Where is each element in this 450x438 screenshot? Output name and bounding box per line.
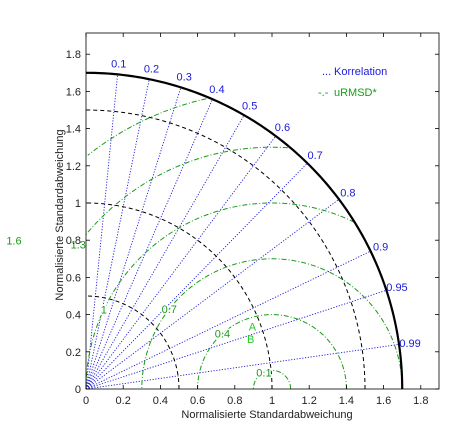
y-tick-label: 0.6 xyxy=(66,272,81,284)
std-dev-arcs xyxy=(85,109,366,390)
correlation-label: 0.8 xyxy=(340,188,355,200)
correlation-line-0.7 xyxy=(85,162,308,390)
correlation-line-0.99 xyxy=(85,343,400,390)
x-tick-label: 1.6 xyxy=(376,395,391,407)
y-tick-label: 1 xyxy=(75,198,81,210)
y-tick-label: 1.2 xyxy=(66,161,81,173)
axes-ticks: 0 0.2 0.4 0.6 0.8 1 1.2 1.4 1.6 1.800.20.40.60.81… xyxy=(66,33,439,407)
legend: ... Korrelation -.- uRMSD* xyxy=(318,66,387,99)
urmsd-label: 1.3 xyxy=(71,239,86,251)
urmsd-arcs: 0.1 0.4 0.7 1 1.3 1.6 xyxy=(5,98,403,390)
x-tick-label: 1.4 xyxy=(339,395,354,407)
correlation-label: 0.99 xyxy=(399,338,420,350)
urmsd-arc-1.3 xyxy=(85,146,288,235)
y-tick-label: 1.6 xyxy=(66,86,81,98)
correlation-line-0.2 xyxy=(85,79,150,390)
correlation-label: 0.95 xyxy=(386,282,407,294)
correlation-line-0.9 xyxy=(85,250,371,390)
correlation-label: 0.3 xyxy=(177,72,192,84)
correlation-label: 0.6 xyxy=(275,122,290,134)
urmsd-label: 1.6 xyxy=(6,236,21,248)
std-dev-arc-1.5 xyxy=(85,109,366,390)
x-tick-label: 0.8 xyxy=(227,395,242,407)
correlation-line-0.95 xyxy=(85,289,387,390)
max-std-arc xyxy=(85,71,404,390)
correlation-label: 0.2 xyxy=(144,63,159,75)
x-tick-label: 0.6 xyxy=(190,395,205,407)
correlation-line-0.3 xyxy=(85,87,182,390)
point-B: B xyxy=(247,334,254,346)
urmsd-label: 0.7 xyxy=(162,304,177,316)
correlation-line-0.6 xyxy=(85,135,277,390)
urmsd-arc-1 xyxy=(85,202,355,390)
x-tick-label: 1 xyxy=(269,395,275,407)
legend-marker-urmsd: -.- xyxy=(318,87,329,99)
correlation-line-0.5 xyxy=(85,114,245,390)
y-tick-label: 1.4 xyxy=(66,124,81,136)
y-axis-label: Normalisierte Standardabweichung xyxy=(54,129,66,300)
x-tick-label: 1.8 xyxy=(413,395,428,407)
x-tick-label: 0 xyxy=(83,395,89,407)
urmsd-label: 1 xyxy=(101,305,107,317)
correlation-line-0.4 xyxy=(85,99,213,390)
correlation-lines: 0.1 0.2 0.3 0.4 0.5 0.6 0.7 0.8 0.9 0.95 0.99 xyxy=(85,58,421,390)
point-A: A xyxy=(249,322,257,334)
legend-label-urmsd: uRMSD* xyxy=(334,87,378,99)
outer-arc xyxy=(85,71,404,390)
urmsd-label: 0.1 xyxy=(256,367,271,379)
std-dev-arc-0.5 xyxy=(85,295,180,390)
x-tick-label: 0.2 xyxy=(116,395,131,407)
urmsd-arc-0.4 xyxy=(197,314,347,390)
x-axis-label: Normalisierte Standardabweichung xyxy=(181,409,352,421)
y-tick-label: 1.8 xyxy=(66,49,81,61)
urmsd-arc-1.6 xyxy=(87,98,207,156)
correlation-line-0.1 xyxy=(85,74,119,390)
legend-label-korrelation: Korrelation xyxy=(334,66,387,78)
plot-frame xyxy=(85,32,440,390)
x-tick-label: 1.2 xyxy=(302,395,317,407)
x-tick-label: 0.4 xyxy=(153,395,168,407)
y-tick-label: 0.4 xyxy=(66,310,81,322)
urmsd-arc-0.7 xyxy=(141,258,403,390)
y-tick-label: 0 xyxy=(75,384,81,396)
y-tick-label: 0.2 xyxy=(66,347,81,359)
correlation-label: 0.5 xyxy=(242,101,257,113)
data-points: AB xyxy=(247,322,257,346)
urmsd-label: 0.4 xyxy=(215,329,230,341)
correlation-label: 0.9 xyxy=(373,241,388,253)
y-tick-label: 0.8 xyxy=(66,235,81,247)
correlation-label: 0.7 xyxy=(308,150,323,162)
correlation-label: 0.1 xyxy=(111,58,126,70)
legend-marker-korrelation: ... xyxy=(322,66,331,78)
correlation-line-0.8 xyxy=(85,198,340,390)
correlation-label: 0.4 xyxy=(209,84,224,96)
